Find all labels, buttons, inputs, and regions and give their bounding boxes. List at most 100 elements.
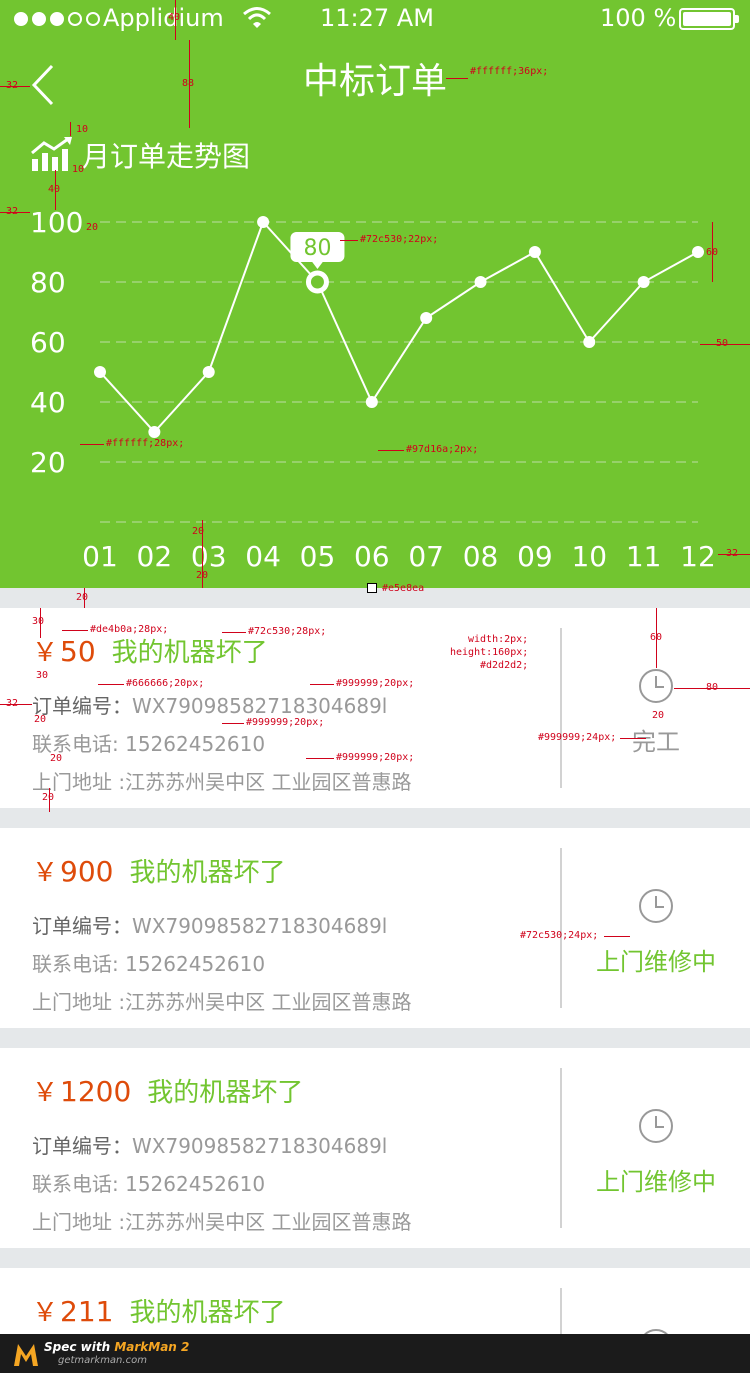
annotation: #72c530;24px; [520,930,599,941]
x-tick-label: 11 [626,540,662,573]
data-point [583,336,596,348]
order-price: 1200 [60,1075,132,1108]
annotation-line [175,0,176,40]
header: Applidium 11:27 AM 100 % 中标订单 月订单 [0,0,750,588]
annotation-line [310,684,334,685]
order-card[interactable]: ￥ 50 我的机器坏了 订单编号：WX79098582718304689l 联系… [0,608,750,808]
order-price: 900 [60,855,114,888]
order-status: 上门维修中 [596,948,716,976]
annotation: 20 [652,710,665,721]
card-divider [560,848,562,1008]
annotation: 20 [34,714,47,725]
x-tick-label: 08 [463,540,499,573]
annotation: #d2d2d2; [480,660,529,671]
y-tick-label: 20 [30,446,66,479]
data-point [692,246,704,258]
x-tick-label: 02 [137,540,173,573]
annotation-line [0,212,30,213]
card-divider [560,1068,562,1228]
order-number-value: WX79098582718304689l [132,1134,388,1158]
y-tick-label: 40 [30,386,66,419]
annotation: #de4b0a;28px; [90,624,169,635]
order-address: 上门地址 :江苏苏州吴中区 工业园区普惠路 [32,990,412,1014]
data-point [528,246,541,258]
data-point [420,312,433,324]
annotation: 30 [36,670,49,681]
carrier-name: Applidium [103,4,224,32]
annotation-line [674,688,750,689]
annotation: #ffffff;36px; [470,66,549,77]
currency-symbol: ￥ [32,638,59,668]
annotation: #666666;20px; [126,678,205,689]
annotation: 80 [706,682,719,693]
annotation-line [340,240,358,241]
order-status: 完工 [632,728,680,756]
order-phone: 联系电话: 15262452610 [32,1172,266,1196]
annotation: #e5e8ea [382,583,425,594]
back-chevron-icon[interactable] [28,62,58,108]
annotation-line [189,40,190,128]
y-tick-label: 60 [30,326,66,359]
spec-bar-site: getmarkman.com [58,1355,147,1366]
order-number-value: WX79098582718304689l [132,694,388,718]
annotation: 50 [716,338,729,349]
annotation-line [80,444,104,445]
annotation-line [40,608,41,638]
order-number: 订单编号：WX79098582718304689l [32,1130,387,1159]
tooltip-bubble [290,232,345,262]
annotation: #72c530;22px; [360,234,439,245]
order-price: 211 [60,1295,114,1328]
annotation-line [222,632,246,633]
annotation-line [306,758,334,759]
data-point [365,396,378,408]
spec-bar-title: Spec with MarkMan 2 [44,1340,189,1354]
page-title: 中标订单 [302,61,447,102]
clock-icon [639,889,673,923]
annotation: width:2px; [468,634,529,645]
x-tick-label: 12 [680,540,716,573]
order-list: ￥ 50 我的机器坏了 订单编号：WX79098582718304689l 联系… [0,608,750,1373]
tooltip-value: 80 [303,236,331,261]
annotation-line [0,704,32,705]
x-tick-label: 04 [245,540,281,573]
order-trend-chart: 100 80 60 40 20 01 02 03 04 05 06 07 08 09 10 11 12 80 [30,206,716,573]
annotation-line [84,588,85,608]
annotation: #999999;20px; [336,678,415,689]
annotation-line [0,86,30,87]
markman-logo-icon [14,1344,38,1366]
chart-section-title: 月订单走势图 [82,140,251,173]
card-divider [560,628,562,788]
annotation: 20 [50,753,63,764]
annotation: 30 [32,616,45,627]
order-number: 订单编号：WX79098582718304689l [32,910,387,939]
x-tick-label: 09 [517,540,553,573]
order-card[interactable]: ￥ 1200 我的机器坏了 订单编号：WX79098582718304689l … [0,1048,750,1248]
x-tick-label: 06 [354,540,390,573]
data-point [94,366,106,378]
annotation: 20 [42,792,55,803]
annotation: #999999;20px; [246,717,325,728]
annotation-line [62,630,88,631]
annotation: 20 [86,222,99,233]
battery-icon [679,8,739,30]
annotation-line [378,450,404,451]
order-price: 50 [60,635,96,668]
order-issue: 我的机器坏了 [129,1298,286,1328]
annotation: 40 [48,184,61,195]
data-point [202,366,215,378]
order-card[interactable]: ￥ 900 我的机器坏了 订单编号：WX79098582718304689l 联… [0,828,750,1028]
order-number-label: 订单编号： [32,694,132,718]
x-tick-label: 01 [82,540,118,573]
annotation: 20 [76,592,89,603]
annotation: 40 [168,12,181,23]
currency-symbol: ￥ [32,1078,59,1108]
annotation-line [712,222,713,282]
order-number: 订单编号：WX79098582718304689l [32,690,387,719]
order-phone: 联系电话: 15262452610 [32,732,266,756]
spec-bar-prefix: Spec with [44,1340,115,1354]
annotation-line [656,608,657,668]
price-line: ￥ 1200 我的机器坏了 [32,1072,303,1109]
annotation-line [222,723,244,724]
annotation: 20 [192,526,205,537]
